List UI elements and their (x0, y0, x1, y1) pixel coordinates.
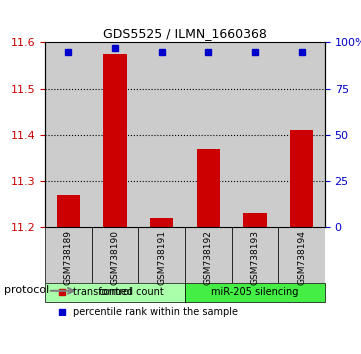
FancyBboxPatch shape (92, 227, 138, 283)
FancyBboxPatch shape (185, 283, 325, 302)
FancyBboxPatch shape (45, 227, 92, 283)
Bar (232, 42, 278, 227)
Text: transformed count: transformed count (73, 287, 164, 297)
Bar (197, 149, 220, 227)
Text: percentile rank within the sample: percentile rank within the sample (73, 307, 238, 317)
Bar (103, 54, 127, 227)
Text: GSM738191: GSM738191 (157, 230, 166, 285)
FancyBboxPatch shape (185, 227, 232, 283)
FancyBboxPatch shape (45, 283, 185, 302)
Bar (92, 42, 138, 227)
FancyBboxPatch shape (278, 227, 325, 283)
Bar (278, 42, 325, 227)
Bar (57, 195, 80, 227)
Text: GSM738193: GSM738193 (251, 230, 260, 285)
Text: protocol: protocol (4, 285, 49, 295)
FancyBboxPatch shape (232, 227, 278, 283)
Text: GSM738190: GSM738190 (110, 230, 119, 285)
Bar (150, 218, 173, 227)
Bar (185, 42, 232, 227)
Bar (138, 42, 185, 227)
Text: control: control (98, 287, 132, 297)
Text: GSM738192: GSM738192 (204, 230, 213, 285)
Bar (45, 42, 92, 227)
Bar (243, 213, 267, 227)
Text: GSM738189: GSM738189 (64, 230, 73, 285)
Bar (290, 130, 313, 227)
Title: GDS5525 / ILMN_1660368: GDS5525 / ILMN_1660368 (103, 27, 267, 40)
Text: miR-205 silencing: miR-205 silencing (211, 287, 299, 297)
FancyBboxPatch shape (138, 227, 185, 283)
Text: GSM738194: GSM738194 (297, 230, 306, 285)
